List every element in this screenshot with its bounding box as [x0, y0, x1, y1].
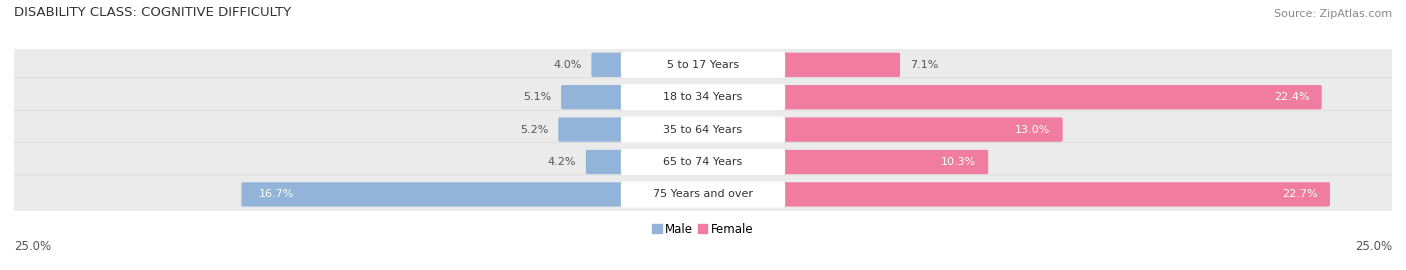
Text: 35 to 64 Years: 35 to 64 Years: [664, 124, 742, 135]
FancyBboxPatch shape: [558, 117, 704, 142]
Text: 65 to 74 Years: 65 to 74 Years: [664, 157, 742, 167]
Text: 25.0%: 25.0%: [14, 240, 51, 253]
Text: 22.4%: 22.4%: [1274, 92, 1309, 102]
Text: 13.0%: 13.0%: [1015, 124, 1050, 135]
FancyBboxPatch shape: [586, 150, 704, 174]
Text: 18 to 34 Years: 18 to 34 Years: [664, 92, 742, 102]
Text: 7.1%: 7.1%: [910, 60, 938, 70]
FancyBboxPatch shape: [621, 149, 785, 175]
FancyBboxPatch shape: [702, 182, 1330, 207]
FancyBboxPatch shape: [621, 52, 785, 78]
Text: DISABILITY CLASS: COGNITIVE DIFFICULTY: DISABILITY CLASS: COGNITIVE DIFFICULTY: [14, 6, 291, 19]
FancyBboxPatch shape: [10, 110, 1396, 149]
FancyBboxPatch shape: [10, 175, 1396, 214]
FancyBboxPatch shape: [621, 116, 785, 143]
FancyBboxPatch shape: [702, 117, 1063, 142]
Text: Source: ZipAtlas.com: Source: ZipAtlas.com: [1274, 9, 1392, 19]
FancyBboxPatch shape: [561, 85, 704, 109]
FancyBboxPatch shape: [592, 53, 704, 77]
FancyBboxPatch shape: [10, 78, 1396, 117]
Text: 4.2%: 4.2%: [548, 157, 576, 167]
FancyBboxPatch shape: [621, 181, 785, 208]
FancyBboxPatch shape: [702, 150, 988, 174]
Text: 5 to 17 Years: 5 to 17 Years: [666, 60, 740, 70]
Text: 10.3%: 10.3%: [941, 157, 976, 167]
Text: 5.1%: 5.1%: [523, 92, 551, 102]
Legend: Male, Female: Male, Female: [648, 218, 758, 240]
Text: 16.7%: 16.7%: [259, 189, 295, 200]
Text: 75 Years and over: 75 Years and over: [652, 189, 754, 200]
FancyBboxPatch shape: [702, 53, 900, 77]
Text: 5.2%: 5.2%: [520, 124, 548, 135]
Text: 4.0%: 4.0%: [554, 60, 582, 70]
Text: 25.0%: 25.0%: [1355, 240, 1392, 253]
Text: 22.7%: 22.7%: [1282, 189, 1317, 200]
FancyBboxPatch shape: [10, 45, 1396, 84]
FancyBboxPatch shape: [702, 85, 1322, 109]
FancyBboxPatch shape: [10, 143, 1396, 181]
FancyBboxPatch shape: [242, 182, 704, 207]
FancyBboxPatch shape: [621, 84, 785, 110]
